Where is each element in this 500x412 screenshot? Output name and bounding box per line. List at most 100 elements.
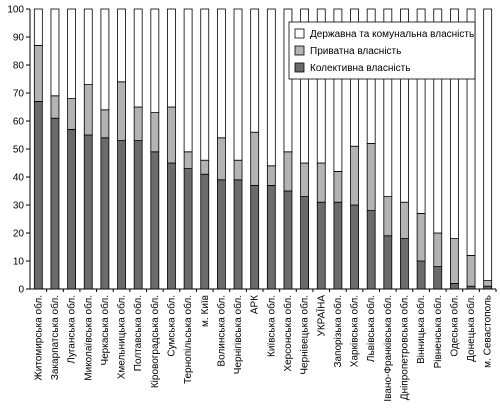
bar-segment: [483, 280, 493, 287]
x-tick-label: Донецька обл.: [465, 295, 477, 362]
bar-segment: [433, 232, 443, 267]
bar-segment: [283, 151, 293, 192]
x-tick-label: Сумська обл.: [165, 295, 177, 357]
bar-segment: [466, 285, 476, 290]
bar-segment: [383, 235, 393, 290]
x-tick-label: Черкаська обл.: [99, 295, 111, 366]
bar-segment: [117, 8, 126, 83]
x-tick-label: Харківська обл.: [349, 295, 361, 367]
bar-segment: [67, 8, 77, 99]
bar-segment: [433, 266, 443, 290]
x-tick-label: УКРАЇНА: [315, 295, 327, 337]
bar-segment: [150, 112, 160, 153]
x-tick-label: м. Київ: [200, 295, 211, 327]
x-tick-label: Чернівецька обл.: [299, 295, 311, 375]
bar-segment: [167, 8, 176, 108]
bar-segment: [50, 117, 60, 290]
bar-segment: [100, 8, 110, 111]
x-tick-label: Дніпропетровська обл.: [398, 295, 410, 400]
bar-segment: [200, 159, 210, 175]
x-tick-label: АРК: [250, 295, 261, 314]
bar-segment: [316, 8, 326, 164]
legend-label: Державна та комунальна власність: [310, 29, 474, 40]
bar-segment: [33, 45, 43, 102]
x-tick-label: Одеська обл.: [448, 295, 460, 357]
bar-segment: [250, 184, 260, 290]
y-tick-label: 90: [13, 33, 25, 44]
bar-segment: [316, 162, 326, 203]
bar-segment: [83, 8, 93, 85]
bar-segment: [350, 204, 359, 290]
bar-segment: [33, 8, 43, 46]
bar-segment: [250, 131, 260, 186]
bar-segment: [416, 212, 426, 262]
x-tick-label: Кіровоградська обл.: [149, 295, 161, 388]
bar-segment: [216, 137, 226, 181]
x-tick-label: Львівська обл.: [365, 295, 377, 362]
bar-segment: [117, 140, 126, 290]
x-tick-label: Запорізька обл.: [332, 295, 344, 368]
bar-segment: [449, 282, 459, 290]
bar-segment: [333, 201, 343, 290]
x-tick-label: Київська обл.: [265, 295, 277, 357]
bar-segment: [117, 81, 126, 142]
bar-segment: [83, 134, 93, 290]
bar-segment: [50, 95, 60, 119]
bar-segment: [400, 238, 409, 290]
y-tick-label: 50: [13, 145, 25, 156]
legend-label: Приватна власність: [310, 46, 401, 57]
legend: Державна та комунальна власність Приватна…: [288, 21, 476, 80]
legend-swatch: [294, 62, 305, 73]
bar-segment: [266, 184, 276, 290]
bar-segment: [150, 151, 160, 290]
bar-segment: [100, 109, 110, 139]
x-tick-label: Миколаївська обл.: [82, 295, 94, 381]
bar-segment: [483, 8, 493, 282]
bar-segment: [449, 238, 459, 284]
legend-swatch: [294, 28, 305, 39]
legend-box: [288, 21, 476, 80]
bar-segment: [133, 106, 143, 141]
x-tick-label: Вінницька обл.: [415, 295, 427, 364]
legend-swatch: [294, 45, 305, 56]
legend-label: Колективна власність: [310, 63, 410, 74]
y-tick-label: 10: [13, 257, 25, 268]
y-tick-label: 60: [13, 117, 25, 128]
bar-segment: [200, 8, 210, 161]
x-tick-label: Закарпатська обл.: [49, 295, 61, 380]
bar-segment: [167, 162, 176, 290]
bar-segment: [333, 170, 343, 203]
y-tick-label: 70: [13, 89, 25, 100]
bar-segment: [67, 98, 77, 130]
bar-segment: [216, 179, 226, 290]
bar-segment: [50, 8, 60, 97]
bar-segment: [283, 190, 293, 290]
x-tick-label: Житомирська обл.: [32, 295, 44, 380]
bar-segment: [400, 201, 409, 239]
bar-segment: [133, 140, 143, 290]
bar-segment: [466, 254, 476, 287]
bar-segment: [383, 8, 393, 198]
bar-segment: [350, 145, 359, 206]
y-tick-label: 40: [13, 173, 25, 184]
bar-segment: [449, 8, 459, 240]
bar-segment: [266, 8, 276, 167]
bar-segment: [67, 128, 77, 290]
bar-segment: [150, 8, 160, 113]
bar-segment: [266, 165, 276, 186]
x-tick-label: Хмельницька обл.: [116, 295, 128, 379]
bar-segment: [333, 8, 343, 172]
bar-segment: [183, 151, 193, 170]
bar-segment: [416, 8, 426, 214]
y-tick-label: 30: [13, 201, 25, 212]
bar-segment: [183, 8, 193, 153]
bar-segment: [200, 173, 210, 290]
y-tick-label: 100: [7, 5, 24, 16]
bar-segment: [216, 8, 226, 139]
bar-segment: [233, 8, 243, 161]
bar-segment: [83, 84, 93, 136]
x-tick-label: Полтавська обл.: [132, 295, 144, 371]
bar-segment: [233, 179, 243, 290]
bar-segment: [33, 101, 43, 290]
